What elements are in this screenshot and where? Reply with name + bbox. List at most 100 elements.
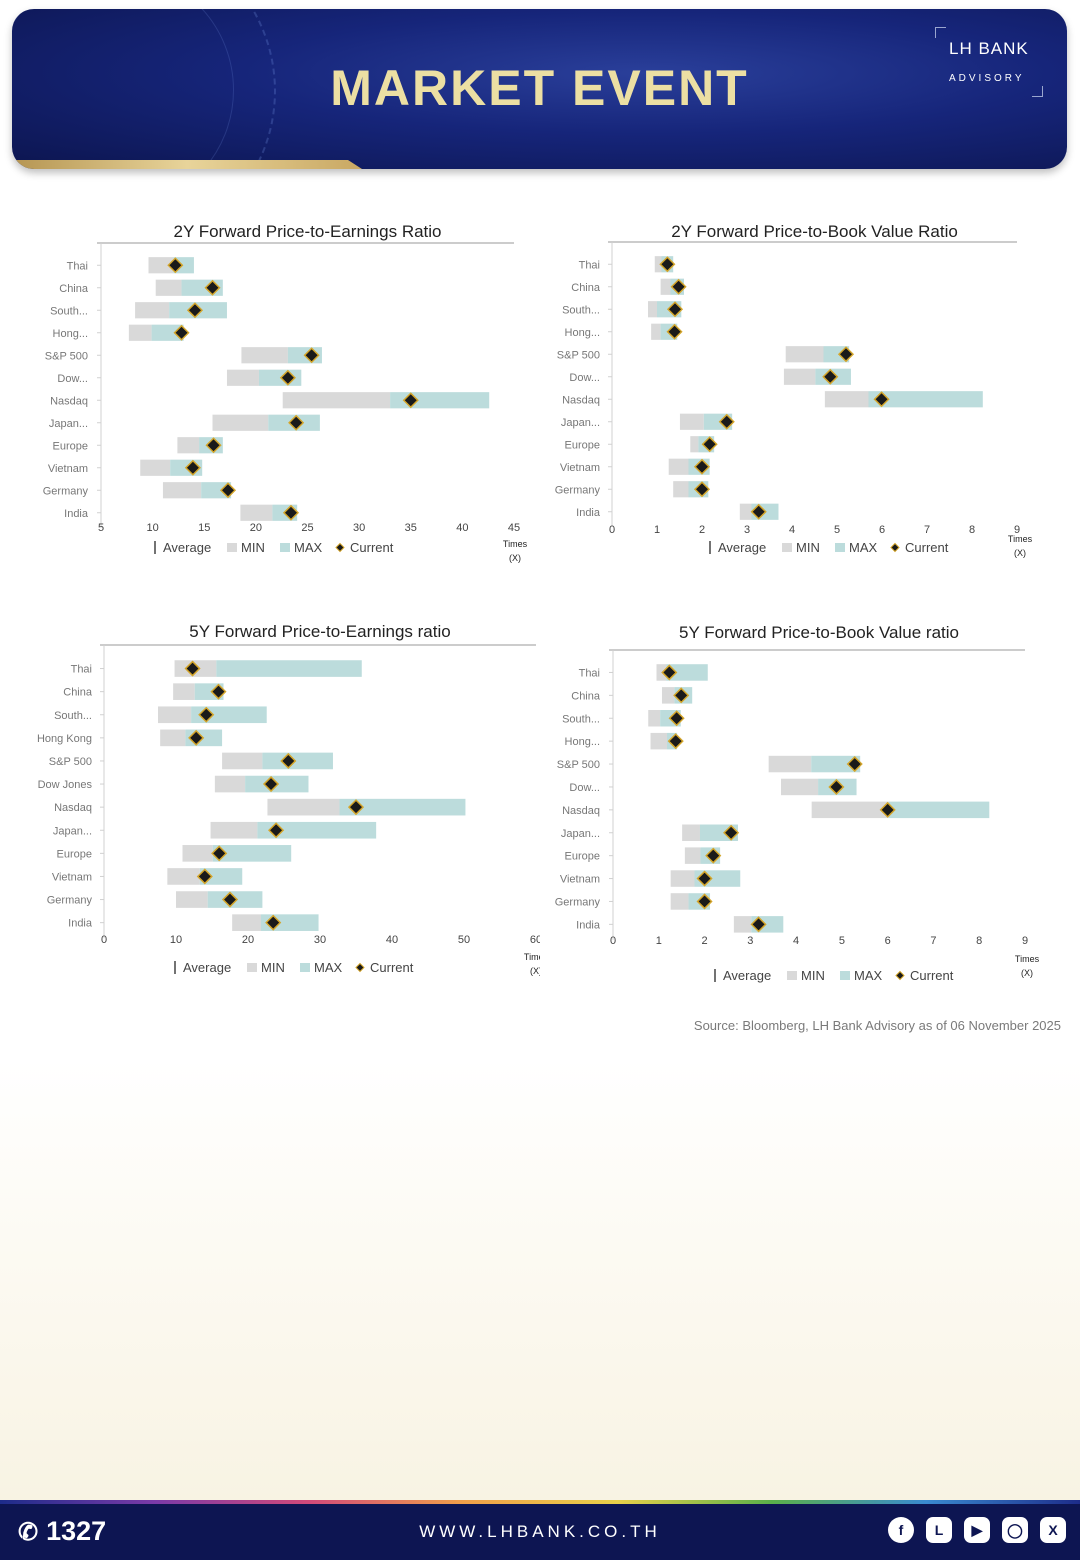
current-marker (188, 729, 205, 746)
min-bar (651, 323, 661, 340)
x-tick-label: 20 (250, 522, 262, 534)
legend-current-swatch (355, 962, 365, 973)
legend-min-swatch (782, 543, 792, 552)
current-marker (666, 301, 684, 318)
min-bar (783, 368, 816, 385)
chart-legend: Average MIN MAX Current (714, 968, 954, 983)
x-tick-label: 50 (458, 934, 470, 946)
min-bar (140, 459, 171, 476)
axis-unit-label: Times (1008, 534, 1033, 544)
min-bar (135, 302, 170, 319)
min-bar (210, 821, 258, 839)
legend-current-label: Current (905, 540, 949, 555)
chart-title: 2Y Forward Price-to-Earnings Ratio (173, 222, 441, 241)
current-marker (701, 436, 718, 453)
current-marker (262, 775, 280, 793)
category-label: South... (54, 710, 92, 722)
min-bar (240, 504, 273, 521)
current-marker (186, 302, 204, 319)
max-bar (216, 660, 362, 677)
instagram-icon[interactable]: ◯ (1002, 1517, 1028, 1543)
legend-average-label: Average (718, 540, 766, 555)
phone-number: 1327 (46, 1516, 107, 1546)
category-label: Hong Kong (37, 733, 92, 745)
line-icon[interactable]: L (926, 1517, 952, 1543)
chart-svg: 2Y Forward Price-to-Earnings Ratio Thai Ch… (43, 222, 528, 563)
legend-max-swatch (300, 963, 310, 972)
legend-current-label: Current (910, 968, 954, 983)
min-bar (162, 482, 202, 499)
max-bar (666, 664, 708, 681)
logo-corner-bottom-right (1032, 86, 1043, 97)
min-bar (177, 437, 200, 454)
category-label: India (64, 508, 89, 520)
chart-2y-pe: 2Y Forward Price-to-Earnings Ratio Thai Ch… (0, 214, 540, 574)
current-marker (673, 687, 690, 704)
x-tick-label: 5 (98, 522, 104, 534)
x-tick-label: 3 (744, 524, 750, 536)
current-marker (718, 413, 735, 430)
category-label: Dow Jones (38, 779, 93, 791)
chart-2y-pbv: 2Y Forward Price-to-Book Value Ratio Thai… (540, 214, 1080, 574)
category-label: Thai (579, 259, 600, 271)
min-bar (781, 778, 819, 796)
max-bar (811, 755, 861, 773)
max-bar (201, 482, 232, 499)
min-bar (785, 346, 824, 363)
current-marker (670, 278, 687, 295)
category-label: Europe (57, 848, 92, 860)
min-bar (222, 752, 263, 770)
current-marker (668, 710, 685, 727)
current-marker (402, 392, 419, 409)
legend-max-swatch (840, 971, 850, 980)
axis-unit-label: (X) (1021, 968, 1033, 978)
current-marker (196, 868, 213, 885)
category-label: Thai (579, 667, 600, 679)
min-bar (232, 914, 261, 931)
current-marker (667, 733, 684, 750)
facebook-icon[interactable]: f (888, 1517, 914, 1543)
current-marker (705, 847, 722, 864)
category-label: Hong... (565, 736, 600, 748)
legend-min-label: MIN (801, 968, 825, 983)
min-bar (660, 278, 671, 295)
footer-website-link[interactable]: WWW.LHBANK.CO.TH (419, 1522, 661, 1541)
x-tick-label: 2 (699, 524, 705, 536)
category-label: Japan... (49, 418, 88, 430)
legend-max-label: MAX (314, 960, 343, 975)
footer-bar: ✆ 1327 WWW.LHBANK.CO.TH f L ▶ ◯ X (0, 1500, 1080, 1560)
category-label: Vietnam (52, 871, 92, 883)
x-tick-label: 9 (1022, 935, 1028, 947)
min-bar (226, 369, 259, 386)
min-bar (661, 687, 675, 704)
min-bar (668, 458, 689, 475)
x-tick-label: 35 (405, 522, 417, 534)
footer-phone[interactable]: ✆ 1327 (18, 1516, 106, 1547)
min-bar (739, 503, 752, 520)
category-label: Nasdaq (54, 802, 92, 814)
youtube-icon[interactable]: ▶ (964, 1517, 990, 1543)
header-decoration (12, 9, 276, 169)
current-marker (221, 891, 239, 908)
axis-unit-label: (X) (509, 553, 521, 563)
min-bar (148, 257, 174, 274)
x-icon[interactable]: X (1040, 1517, 1066, 1543)
legend-average-label: Average (723, 968, 771, 983)
category-label: Germany (43, 485, 89, 497)
current-marker (693, 458, 711, 475)
category-label: Germany (47, 895, 93, 907)
x-tick-label: 2 (701, 935, 707, 947)
category-label: Europe (53, 440, 88, 452)
lh-bank-logo: LH BANK ADVISORY (935, 27, 1043, 97)
legend-current-label: Current (350, 540, 394, 555)
min-bar (173, 683, 195, 700)
x-tick-label: 40 (386, 934, 398, 946)
current-marker (693, 481, 711, 498)
legend-min-label: MIN (241, 540, 265, 555)
current-marker (828, 778, 845, 796)
category-label: S&P 500 (45, 350, 88, 362)
chart-title: 5Y Forward Price-to-Earnings ratio (189, 622, 450, 641)
x-tick-label: 20 (242, 934, 254, 946)
category-label: China (571, 282, 601, 294)
current-marker (723, 824, 740, 841)
